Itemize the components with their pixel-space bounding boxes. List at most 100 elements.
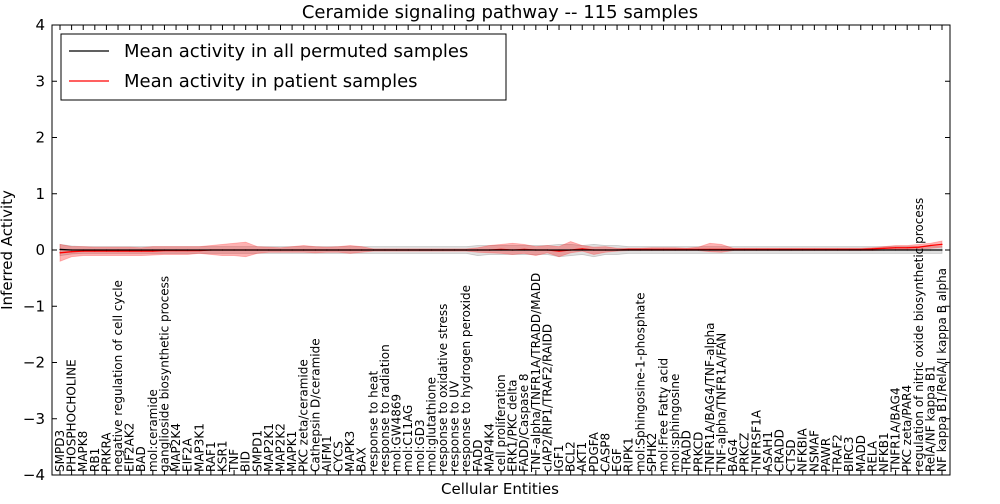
entity-label: ASAH1	[761, 431, 775, 472]
entity-label: CYCS	[332, 441, 346, 472]
entity-label: PRKCD	[691, 432, 705, 472]
data-point-permuted	[720, 249, 723, 251]
data-point-permuted	[593, 249, 595, 251]
entity-label: TNF-alpha/TNFR1A/FAN	[715, 333, 729, 473]
data-point-permuted	[906, 249, 908, 251]
entity-label: MAP2K1	[262, 423, 276, 472]
confidence-band-patient	[59, 240, 943, 262]
data-point-permuted	[662, 249, 665, 251]
entity-label: NSMAF	[807, 430, 821, 472]
entity-label: regulation of nitric oxide biosynthetic …	[912, 198, 926, 472]
entity-label: cIAP2/RIP1/TRAF2/RAIDD	[540, 324, 554, 472]
entity-label: MAP2K4	[169, 423, 183, 472]
entity-label: IGF1	[552, 445, 566, 472]
data-point-patient	[558, 250, 560, 252]
y-tick-label: 3	[35, 72, 45, 90]
entity-label: MAP3K1	[192, 423, 206, 472]
data-point-permuted	[337, 249, 340, 251]
data-point-permuted	[291, 249, 293, 251]
data-point-permuted	[918, 249, 920, 251]
data-point-permuted	[395, 249, 398, 251]
data-point-permuted	[349, 249, 351, 251]
legend-label-permuted: Mean activity in all permuted samples	[124, 41, 468, 62]
data-point-permuted	[279, 249, 282, 251]
data-point-permuted	[836, 249, 839, 251]
data-point-permuted	[453, 249, 456, 251]
legend: Mean activity in all permuted samples Me…	[60, 33, 507, 101]
data-point-patient	[140, 250, 142, 252]
data-point-permuted	[245, 249, 247, 251]
data-point-patient	[152, 250, 154, 252]
entity-label: mol:C11AG	[401, 405, 415, 472]
data-point-permuted	[442, 249, 444, 251]
data-point-permuted	[894, 249, 897, 251]
entity-label: negative regulation of cell cycle	[111, 280, 125, 472]
data-point-permuted	[697, 249, 699, 251]
y-tick-label: −1	[23, 297, 45, 315]
data-point-permuted	[860, 249, 862, 251]
data-point-permuted	[175, 249, 177, 251]
entity-label: CTSD	[784, 439, 798, 472]
data-point-permuted	[755, 249, 757, 251]
data-point-patient	[129, 250, 131, 252]
y-tick-label: −4	[23, 466, 45, 484]
y-tick-label: 0	[35, 241, 45, 259]
entity-label: SPHK2	[645, 433, 659, 472]
entity-label: TRADD	[680, 430, 694, 473]
data-point-patient	[82, 250, 84, 252]
data-point-permuted	[430, 249, 432, 251]
entity-label: EIF2A	[181, 437, 195, 472]
data-point-permuted	[651, 249, 653, 251]
data-point-permuted	[326, 249, 328, 251]
data-point-permuted	[929, 249, 931, 251]
entity-label: TNFRSF1A	[749, 409, 763, 473]
entity-label: TNF-alpha/TNFR1A/TRADD/MADD	[529, 273, 543, 473]
data-point-permuted	[570, 249, 572, 251]
y-tick-label: 2	[35, 129, 45, 147]
entity-label: PDGFA	[587, 431, 601, 472]
entity-label: PRKRA	[99, 432, 113, 472]
entity-label: FADD/Caspase 8	[517, 373, 531, 472]
entity-label: cell proliferation	[494, 374, 508, 472]
y-tick-label: 1	[35, 185, 45, 203]
entity-label: mol:GD3	[413, 419, 427, 472]
data-point-permuted	[581, 249, 583, 251]
entity-label: PAWR	[819, 438, 833, 472]
entity-label: BAG4	[726, 439, 740, 472]
entity-label: MADD	[854, 435, 868, 472]
data-point-patient	[94, 250, 96, 252]
data-point-permuted	[488, 249, 490, 251]
data-point-permuted	[744, 249, 746, 251]
entity-label: EIF2AK2	[123, 423, 137, 472]
entity-label: NFKB1	[877, 432, 891, 472]
data-point-patient	[918, 246, 920, 248]
chart-title: Ceramide signaling pathway -- 115 sample…	[302, 2, 698, 23]
entity-label: MAPK3	[343, 431, 357, 472]
y-ticks: −4 −3 −2 −1 0 1 2 3 4	[23, 16, 950, 484]
data-point-patient	[59, 252, 61, 254]
entity-label: response to hydrogen peroxide	[459, 285, 473, 472]
entity-label: TNF	[227, 449, 241, 473]
lines-layer	[59, 243, 943, 254]
entity-label: mol:sphingosine	[668, 374, 682, 472]
plot-frame	[51, 24, 951, 476]
entity-label: TRAF2	[831, 434, 845, 473]
entity-label: BAD	[134, 446, 148, 472]
data-point-patient	[906, 247, 908, 249]
data-point-permuted	[848, 249, 850, 251]
data-point-patient	[71, 251, 73, 253]
data-point-permuted	[767, 249, 769, 251]
entity-label: Cathepsin D/ceramide	[308, 338, 322, 472]
data-point-patient	[871, 248, 873, 250]
y-axis-title: Inferred Activity	[0, 190, 16, 310]
data-point-permuted	[604, 249, 607, 251]
data-point-permuted	[268, 249, 270, 251]
data-point-patient	[929, 244, 931, 247]
data-point-permuted	[303, 249, 305, 251]
data-point-permuted	[465, 249, 467, 251]
data-point-permuted	[825, 249, 827, 251]
data-point-permuted	[790, 249, 792, 251]
entity-label: CRADD	[773, 429, 787, 472]
entity-label: EGF	[610, 448, 624, 472]
